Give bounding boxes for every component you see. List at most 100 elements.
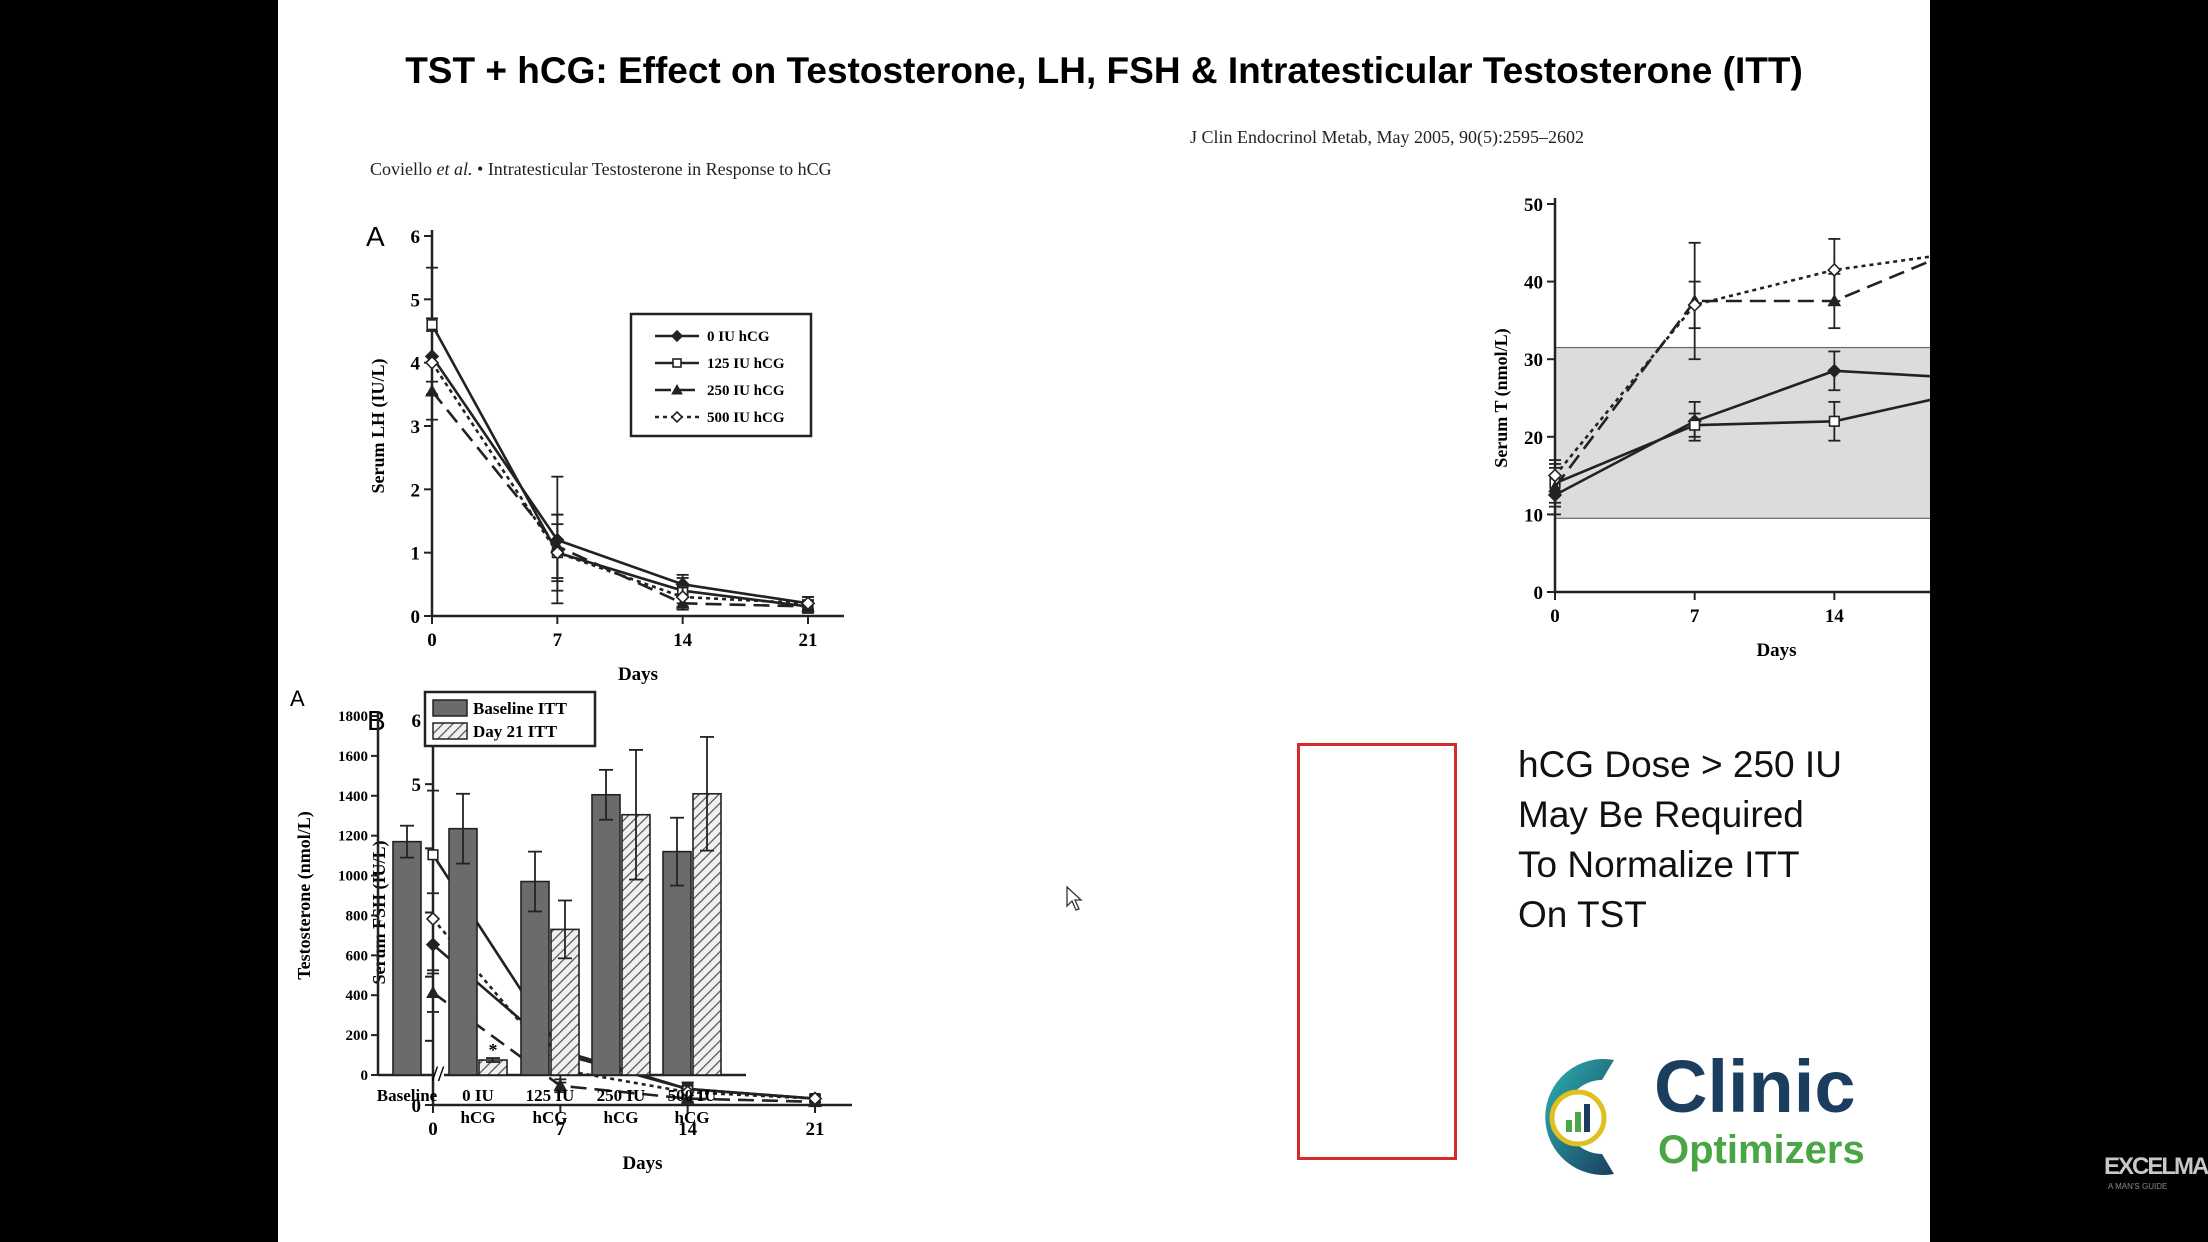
itt-category-label: 250 IU	[597, 1086, 646, 1105]
lh-legend-marker	[671, 383, 683, 395]
lh-x-axis-label: Days	[618, 664, 658, 685]
fsh-panel-label: B	[367, 705, 386, 736]
fsh-data-point	[553, 1078, 568, 1092]
fsh-x-axis-label: Days	[622, 1153, 662, 1174]
itt-y-tick-label: 800	[346, 908, 369, 924]
serum-t-data-point	[1687, 297, 1702, 313]
itt-panel-label: A	[290, 686, 305, 711]
fsh-y-tick-label: 5	[412, 775, 422, 796]
serum-t-y-tick-label: 20	[1524, 428, 1543, 449]
serum-t-series-line	[1554, 398, 1930, 485]
lh-series-line	[430, 355, 809, 605]
lh-y-tick-label: 4	[411, 354, 421, 375]
fsh-y-tick-label: 0	[412, 1096, 422, 1117]
lh-x-tick-label: 7	[553, 630, 563, 651]
lh-data-point	[424, 355, 440, 370]
fsh-data-point	[807, 1091, 823, 1106]
serum-t-series-line	[1553, 259, 1930, 489]
itt-category-label: hCG	[533, 1108, 568, 1127]
serum-t-x-tick-label: 0	[1550, 606, 1560, 627]
itt-legend-swatch	[432, 722, 468, 740]
fsh-data-point	[427, 849, 439, 861]
lh-legend-marker	[670, 410, 684, 424]
callout-line-1: hCG Dose > 250 IU	[1518, 744, 1842, 785]
serum-t-data-point	[1827, 262, 1842, 278]
serum-t-x-axis-label: Days	[1756, 640, 1796, 661]
serum-t-x-tick-label: 14	[1825, 606, 1845, 627]
citation-subject: Intratesticular Testosterone in Response…	[487, 159, 832, 179]
lh-series-line	[430, 324, 809, 608]
slide-title: TST + hCG: Effect on Testosterone, LH, F…	[405, 50, 1803, 91]
mouse-cursor-icon	[1066, 885, 1083, 911]
serum-t-data-point	[1828, 415, 1840, 427]
itt-bar-0	[392, 840, 422, 1076]
itt-y-tick-label: 1000	[338, 869, 368, 885]
lh-legend-label: 0 IU hCG	[707, 329, 770, 345]
citation-bullet: •	[477, 159, 484, 179]
serum-t-series-line	[1554, 369, 1930, 497]
itt-y-tick-label: 1800	[338, 709, 368, 725]
callout-line-2: May Be Required	[1518, 794, 1804, 835]
serum-t-y-tick-label: 40	[1524, 273, 1543, 294]
fsh-x-tick-label: 0	[428, 1119, 438, 1140]
fsh-data-point	[425, 911, 441, 927]
itt-y-tick-label: 200	[346, 1028, 369, 1044]
itt-category-label: hCG	[604, 1108, 639, 1127]
lh-series-line	[430, 390, 809, 608]
lh-legend-label: 125 IU hCG	[707, 356, 785, 372]
itt-category-label: 500 IU	[668, 1086, 717, 1105]
serum-t-y-axis-label: Serum T (nmol/L)	[1491, 328, 1512, 467]
itt-bar-chart: // 0 200 400 600 800 1000 1200 1400 1600 1800 Testo…	[290, 686, 746, 1127]
lh-y-tick-label: 0	[411, 607, 421, 628]
lh-y-tick-label: 1	[411, 544, 421, 565]
itt-category-label: Baseline	[377, 1086, 438, 1105]
itt-bar-0	[448, 827, 478, 1076]
serum-t-y-tick-label: 0	[1534, 583, 1544, 604]
citation-etal: et al.	[436, 159, 473, 179]
lh-y-tick-label: 2	[411, 480, 421, 501]
itt-significance-marker: *	[489, 1040, 498, 1060]
fsh-data-point	[680, 1085, 695, 1100]
lh-y-tick-label: 3	[411, 417, 421, 438]
callout-text: hCG Dose > 250 IU May Be Required To Nor…	[1518, 740, 1842, 940]
fsh-data-point	[426, 985, 440, 999]
lh-legend-label: 250 IU hCG	[707, 383, 785, 399]
lh-y-tick-label: 6	[411, 227, 421, 248]
itt-y-tick-label: 600	[346, 948, 369, 964]
watermark-text: EXCELMALE	[2104, 1153, 2208, 1180]
serum-t-normal-range-band	[1554, 346, 1930, 519]
serum-t-data-point	[1827, 363, 1842, 378]
lh-x-tick-label: 14	[673, 630, 693, 651]
itt-axis-break: //	[431, 1061, 445, 1086]
itt-category-label: hCG	[675, 1108, 710, 1127]
clinic-optimizers-logo: Clinic Optimizers	[1510, 1042, 1870, 1192]
itt-y-tick-label: 400	[346, 988, 369, 1004]
lh-x-tick-label: 0	[427, 630, 437, 651]
lh-data-point	[675, 589, 690, 605]
itt-y-tick-label: 1200	[338, 829, 368, 845]
itt-bar-1	[692, 792, 722, 1076]
itt-bar-0	[520, 880, 550, 1076]
lh-series-3	[424, 330, 816, 611]
lh-legend-marker	[670, 329, 684, 343]
itt-category-label: 125 IU	[526, 1086, 575, 1105]
logo-text-optimizers: Optimizers	[1658, 1128, 1865, 1172]
serum-t-y-tick-label: 10	[1524, 505, 1543, 526]
serum-t-series-line	[1553, 255, 1930, 477]
lh-legend-marker	[672, 358, 682, 368]
fsh-series-line	[432, 918, 816, 1100]
citation-right: J Clin Endocrinol Metab, May 2005, 90(5)…	[1190, 127, 1584, 147]
lh-legend-label: 500 IU hCG	[707, 410, 785, 426]
lh-panel-label: A	[366, 221, 385, 252]
lh-legend-box	[629, 312, 813, 438]
lh-y-tick-label: 5	[411, 290, 421, 311]
citation-authors: Coviello	[370, 159, 432, 179]
itt-y-tick-label: 0	[361, 1068, 369, 1084]
serum-t-y-tick-label: 50	[1524, 195, 1543, 216]
itt-y-tick-label: 1600	[338, 749, 368, 765]
fsh-x-tick-label: 21	[806, 1119, 825, 1140]
fsh-y-tick-label: 6	[412, 711, 422, 732]
lh-series-line	[430, 361, 809, 605]
itt-y-axis-label: Testosterone (nmol/L)	[294, 811, 315, 980]
